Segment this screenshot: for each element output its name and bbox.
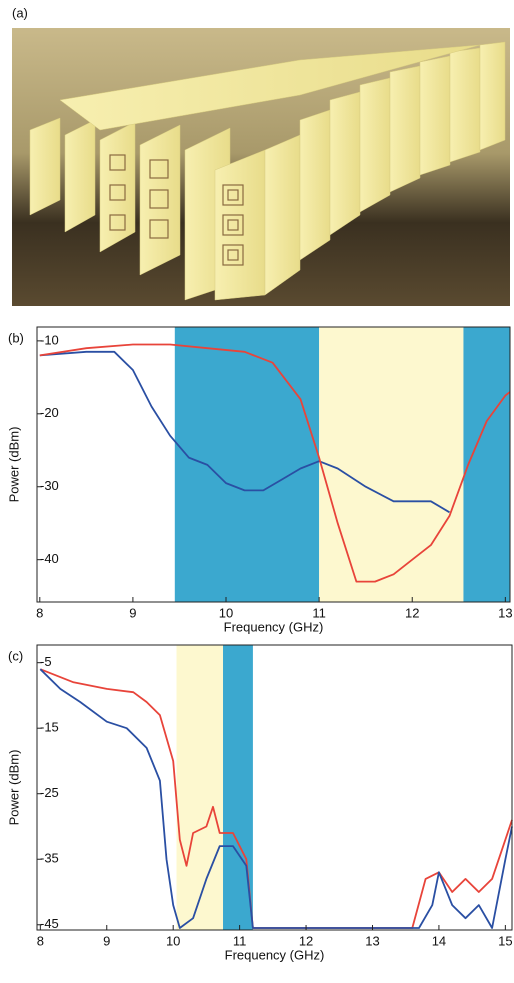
y-tick-label: -20 [40, 405, 59, 420]
y-tick-label: -45 [40, 916, 59, 931]
band [174, 327, 320, 602]
x-axis-label: Frequency (GHz) [224, 619, 324, 634]
x-tick-label: 14 [432, 933, 446, 948]
x-tick-label: 9 [103, 933, 110, 948]
data-line [39, 343, 511, 583]
panel-label: (c) [8, 648, 23, 663]
x-tick-label: 10 [219, 605, 233, 620]
y-tick-label: -30 [40, 478, 59, 493]
band [463, 327, 510, 602]
panel-label: (b) [8, 330, 24, 345]
data-line [39, 668, 513, 929]
x-tick-label: 13 [498, 605, 512, 620]
x-tick-label: 11 [312, 605, 326, 620]
y-axis-label: Power (dBm) [6, 750, 21, 826]
plot-frame [36, 326, 511, 603]
x-tick-label: 15 [498, 933, 512, 948]
data-line [39, 668, 513, 929]
x-tick-label: 12 [405, 605, 419, 620]
x-tick-label: 13 [365, 933, 379, 948]
y-tick-label: -25 [40, 785, 59, 800]
y-tick-label: -10 [40, 332, 59, 347]
plot-frame [36, 644, 513, 931]
x-tick-label: 8 [37, 933, 44, 948]
band [176, 645, 224, 930]
y-tick-label: -5 [40, 654, 52, 669]
y-tick-label: -35 [40, 851, 59, 866]
y-tick-label: -40 [40, 551, 59, 566]
panel-label: (a) [12, 5, 28, 20]
x-tick-label: 10 [166, 933, 180, 948]
band [319, 327, 464, 602]
photo [12, 28, 510, 306]
x-tick-label: 12 [299, 933, 313, 948]
x-tick-label: 11 [233, 933, 247, 948]
y-axis-label: Power (dBm) [6, 427, 21, 503]
y-tick-label: -15 [40, 720, 59, 735]
x-axis-label: Frequency (GHz) [225, 947, 325, 962]
x-tick-label: 8 [36, 605, 43, 620]
data-line [39, 350, 450, 514]
x-tick-label: 9 [129, 605, 136, 620]
